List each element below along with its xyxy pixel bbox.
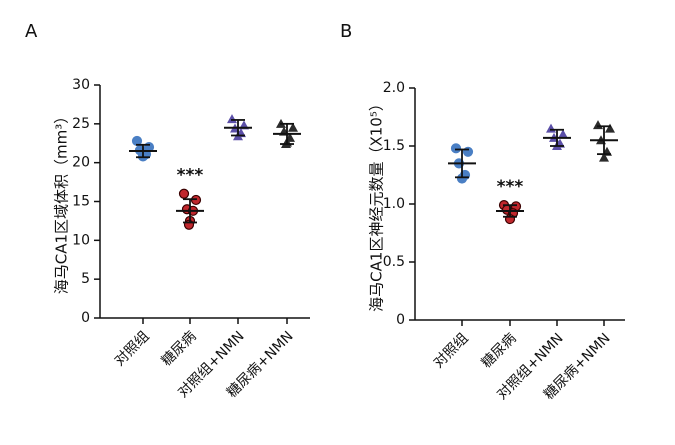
y-tick-label: 10 — [72, 232, 90, 248]
y-tick-label: 1.0 — [383, 196, 405, 212]
y-tick-label: 15 — [72, 194, 90, 210]
point — [605, 123, 615, 133]
y-axis-label: 海马CA1区神经元数量（X10⁵） — [368, 96, 386, 312]
point — [558, 129, 568, 139]
point — [593, 120, 603, 130]
x-tick-label: 糖尿病 — [479, 330, 520, 371]
significance: *** — [177, 166, 204, 186]
point — [178, 188, 190, 199]
y-tick-label: 2.0 — [383, 80, 405, 96]
y-tick-label: 5 — [81, 271, 90, 287]
y-axis-label: 海马CA1区域体积（mm³） — [53, 109, 71, 295]
x-tick-label: 对照组 — [431, 330, 472, 371]
x-tick-label: 对照组 — [112, 328, 153, 369]
panel-label: A — [25, 21, 38, 42]
significance: *** — [497, 177, 524, 197]
point — [450, 143, 462, 154]
y-tick-label: 25 — [72, 116, 90, 132]
y-tick-label: 1.5 — [383, 138, 405, 154]
point — [227, 114, 237, 124]
point — [599, 152, 609, 162]
y-tick-label: 30 — [72, 77, 90, 93]
y-tick-label: 0.5 — [383, 254, 405, 270]
y-tick-label: 0 — [81, 310, 90, 326]
panel-label: B — [340, 21, 352, 42]
point — [546, 123, 556, 133]
y-tick-label: 0 — [396, 312, 405, 328]
y-tick-label: 20 — [72, 155, 90, 171]
x-tick-label: 糖尿病 — [159, 328, 200, 369]
point — [288, 122, 298, 132]
